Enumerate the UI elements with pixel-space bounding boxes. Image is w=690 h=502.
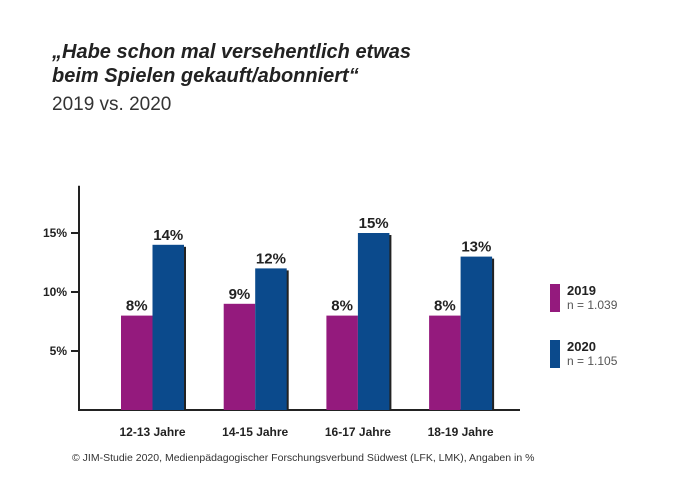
bar-2019-18-19-Jahre: [429, 315, 461, 410]
source-footer: © JIM-Studie 2020, Medienpädagogischer F…: [72, 452, 535, 464]
chart-title: „Habe schon mal versehentlich etwas beim…: [52, 40, 411, 88]
legend-note: n = 1.039: [567, 298, 618, 312]
data-label: 14%: [153, 227, 183, 244]
x-tick-label: 14-15 Jahre: [222, 425, 288, 439]
data-label: 15%: [359, 215, 389, 232]
x-tick-label: 16-17 Jahre: [325, 425, 391, 439]
data-label: 8%: [331, 298, 353, 315]
data-label: 13%: [461, 239, 491, 256]
data-label: 9%: [229, 286, 251, 303]
bar-2019-16-17-Jahre: [326, 315, 358, 410]
legend-label: 2019: [567, 283, 596, 298]
legend-note: n = 1.105: [567, 354, 618, 368]
bar-2019-14-15-Jahre: [223, 303, 256, 410]
bar-2019-12-13-Jahre: [121, 315, 153, 410]
y-tick-label: 10%: [43, 285, 67, 299]
title-line-1: „Habe schon mal versehentlich etwas: [52, 41, 412, 63]
data-label: 8%: [126, 298, 148, 315]
bar-2020-12-13-Jahre: [152, 244, 184, 410]
bar-2020-16-17-Jahre: [357, 233, 390, 410]
bar-2020-18-19-Jahre: [460, 256, 493, 410]
x-tick-label: 18-19 Jahre: [428, 425, 494, 439]
y-tick-label: 15%: [43, 226, 67, 240]
title-line-2: beim Spielen gekauft/abonniert“: [52, 65, 359, 87]
y-tick-label: 5%: [50, 344, 68, 358]
bar-2020-14-15-Jahre: [255, 268, 287, 410]
x-tick-label: 12-13 Jahre: [119, 425, 185, 439]
chart-subtitle: 2019 vs. 2020: [52, 94, 172, 115]
data-label: 12%: [256, 250, 286, 267]
legend-swatch-2020: [550, 340, 560, 368]
legend-swatch-2019: [550, 284, 560, 312]
data-label: 8%: [434, 298, 456, 315]
legend-label: 2020: [567, 339, 596, 354]
